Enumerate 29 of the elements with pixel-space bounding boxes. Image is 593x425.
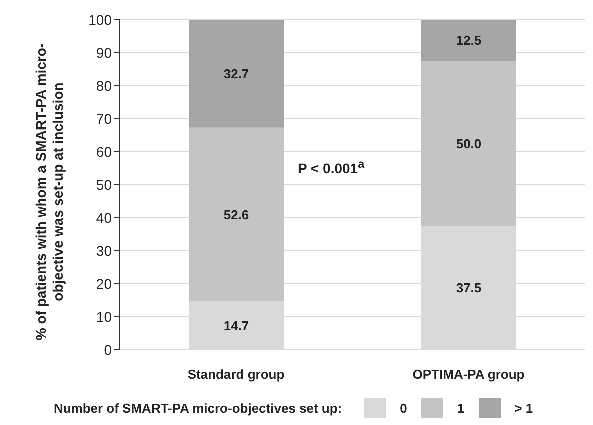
bar [422,20,516,62]
bar [422,61,516,226]
y-tick-label: 70 [96,110,112,127]
y-tick-label: 100 [88,12,112,28]
data-label: 32.7 [224,66,250,82]
annotation: P < 0.001$^{a}$ [298,158,365,177]
x-tick-label: OPTIMA-PA group [412,367,525,382]
y-tick-label: 0 [104,342,112,358]
y-tick-label: 90 [96,44,112,61]
bar [189,128,284,302]
data-label: 50.0 [456,136,482,152]
legend-label: 0 [400,400,408,416]
legend-title: Number of SMART-PA micro-objectives set up: [54,400,342,416]
y-tick-label: 20 [96,276,112,292]
data-label: 14.7 [224,318,250,334]
data-label: 37.5 [456,280,482,296]
data-label: 52.6 [224,207,250,222]
legend-label: > 1 [514,400,534,416]
y-tick-label: 10 [96,308,112,325]
y-tick-label: 60 [96,144,112,160]
legend-label: 1 [457,400,465,416]
y-tick-label: 40 [96,210,112,226]
y-tick-label: 30 [96,242,112,259]
data-label: 12.5 [456,33,482,48]
y-tick-label: 80 [96,78,112,94]
bar [189,20,284,128]
x-tick-label: Standard group [188,367,285,382]
y-tick-label: 50 [96,176,112,193]
y-axis-title: % of patients with whom a SMART-PA micro-objective was set-up at inclusion [33,42,67,343]
